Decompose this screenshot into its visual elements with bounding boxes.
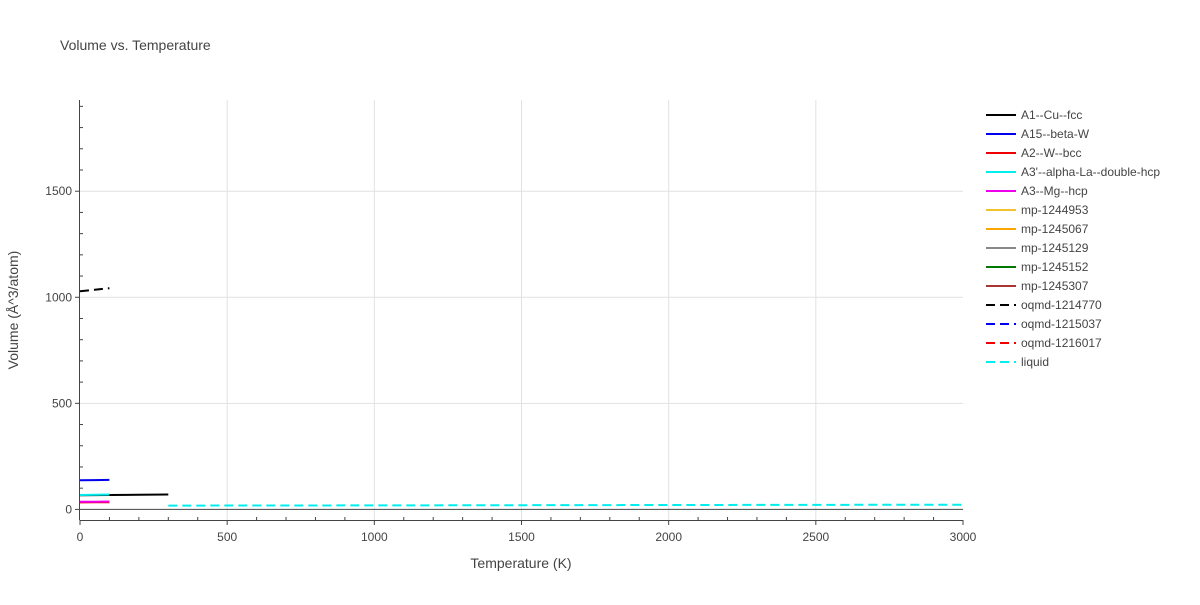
legend-item[interactable]: oqmd-1215037: [986, 317, 1102, 331]
legend-item[interactable]: A3--Mg--hcp: [986, 184, 1088, 198]
legend-label: mp-1245152: [1021, 260, 1089, 274]
y-tick-label: 1000: [45, 290, 72, 304]
y-tick-label: 500: [52, 396, 72, 410]
series-line-13: [168, 505, 963, 506]
legend-item[interactable]: mp-1245152: [986, 260, 1089, 274]
legend-label: liquid: [1021, 355, 1049, 369]
x-tick-label: 0: [77, 530, 84, 544]
legend-item[interactable]: A15--beta-W: [986, 127, 1090, 141]
legend-label: A15--beta-W: [1021, 127, 1090, 141]
legend-label: A1--Cu--fcc: [1021, 108, 1082, 122]
legend-label: mp-1245129: [1021, 241, 1089, 255]
axis-layer: 0 500 1000 1500 2000 2500 3000 0 500 1000 1500: [45, 100, 976, 544]
x-tick-label: 1500: [508, 530, 535, 544]
legend-item[interactable]: A1--Cu--fcc: [986, 108, 1082, 122]
y-tick-label: 0: [65, 502, 72, 516]
y-axis-title: Volume (Å^3/atom): [5, 251, 21, 370]
legend-item[interactable]: A3'--alpha-La--double-hcp: [986, 165, 1160, 179]
legend-label: A2--W--bcc: [1021, 146, 1081, 160]
legend-label: mp-1245067: [1021, 222, 1089, 236]
legend-item[interactable]: mp-1245307: [986, 279, 1089, 293]
x-tick-label: 500: [217, 530, 237, 544]
legend-item[interactable]: mp-1245067: [986, 222, 1089, 236]
x-tick-label: 2500: [802, 530, 829, 544]
legend-label: oqmd-1216017: [1021, 336, 1102, 350]
legend-label: mp-1244953: [1021, 203, 1089, 217]
legend-label: oqmd-1214770: [1021, 298, 1102, 312]
series-line-3: [80, 495, 109, 496]
x-tick-label: 1000: [361, 530, 388, 544]
legend-label: A3'--alpha-La--double-hcp: [1021, 165, 1160, 179]
legend-item[interactable]: mp-1244953: [986, 203, 1089, 217]
legend-label: mp-1245307: [1021, 279, 1089, 293]
legend-item[interactable]: oqmd-1216017: [986, 336, 1102, 350]
legend-label: oqmd-1215037: [1021, 317, 1102, 331]
legend-item[interactable]: mp-1245129: [986, 241, 1089, 255]
series-line-10: [80, 288, 109, 291]
x-tick-label: 2000: [655, 530, 682, 544]
grid-layer: [80, 100, 963, 520]
legend-item[interactable]: oqmd-1214770: [986, 298, 1102, 312]
legend-item[interactable]: liquid: [986, 355, 1049, 369]
y-tick-label: 1500: [45, 184, 72, 198]
chart-title: Volume vs. Temperature: [60, 37, 211, 53]
x-tick-label: 3000: [950, 530, 977, 544]
x-axis-title: Temperature (K): [470, 555, 571, 571]
legend-item[interactable]: A2--W--bcc: [986, 146, 1081, 160]
legend[interactable]: A1--Cu--fcc A15--beta-W A2--W--bcc A3'--alp…: [986, 108, 1160, 369]
legend-label: A3--Mg--hcp: [1021, 184, 1088, 198]
